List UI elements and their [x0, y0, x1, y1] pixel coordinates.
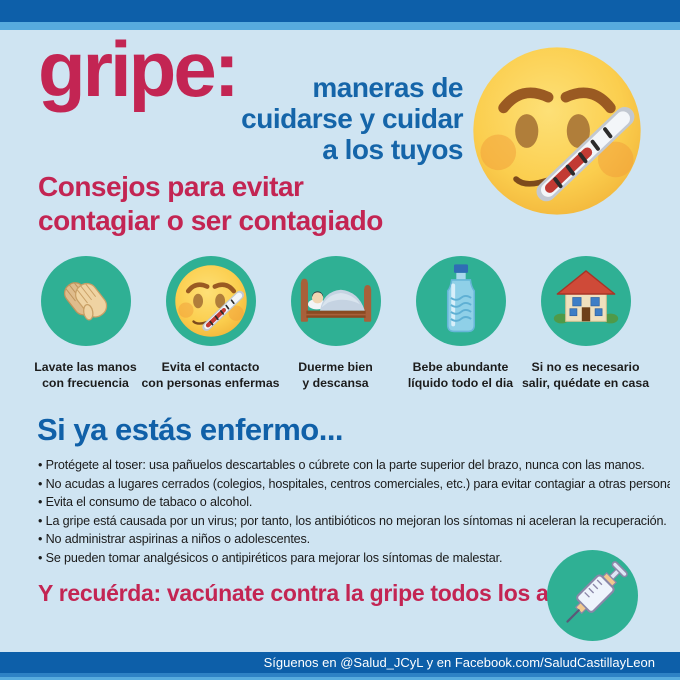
face-with-thermometer-emoji	[468, 42, 646, 220]
footer-strip	[0, 677, 680, 680]
poster-title: gripe:	[38, 25, 240, 113]
tip-caption-line: Bebe abundante	[412, 360, 509, 374]
tip-avoid-contact: Evita el contacto con personas enfermas	[141, 256, 280, 391]
tip-circle	[415, 256, 506, 346]
poster-subtitle: maneras de cuidarse y cuidar a los tuyos	[140, 72, 463, 165]
advice-bullet-list: Protégete al toser: usa pañuelos descart…	[38, 456, 670, 567]
person-in-bed-icon	[296, 261, 376, 341]
tip-caption-line: salir, quédate en casa	[521, 375, 650, 390]
tagline-line: contagiar o ser contagiado	[38, 205, 383, 236]
tip-caption-line: y descansa	[302, 375, 369, 390]
tagline-line: Consejos para evitar	[38, 171, 304, 202]
tip-sleep-rest: Duerme bien y descansa	[273, 256, 398, 391]
footer-social-bar: Síguenos en @Salud_JCyL y en Facebook.co…	[0, 652, 680, 673]
tip-circle	[290, 256, 381, 346]
tip-caption-line: Lavate las manos	[34, 360, 137, 374]
tip-caption: Duerme bien y descansa	[298, 360, 372, 391]
tip-caption-line: líquido todo el dia	[407, 375, 514, 390]
bullet-item: No acudas a lugares cerrados (colegios, …	[38, 475, 670, 494]
footer-strip	[0, 673, 680, 677]
vaccine-reminder-text: Y recuérda: vacúnate contra la gripe tod…	[38, 580, 589, 606]
footer-social-text: Síguenos en @Salud_JCyL y en Facebook.co…	[263, 655, 655, 670]
tip-caption: Bebe abundante líquido todo el dia	[408, 360, 513, 391]
tips-row: Lavate las manos con frecuencia Evita el…	[23, 256, 649, 391]
bullet-item: No administrar aspirinas a niños o adole…	[38, 530, 670, 549]
subtitle-line: a los tuyos	[322, 134, 463, 165]
bullet-item: La gripe está causada por un virus; por …	[38, 512, 670, 531]
bullet-item: Protégete al toser: usa pañuelos descart…	[38, 456, 670, 475]
tip-caption-line: con frecuencia	[42, 375, 129, 390]
sick-section-heading: Si ya estás enfermo...	[37, 412, 344, 447]
water-bottle-icon	[422, 262, 500, 340]
syringe-circle	[547, 550, 638, 641]
tip-caption-line: Evita el contacto	[161, 360, 260, 374]
top-bar	[0, 0, 680, 22]
top-strip	[0, 22, 680, 30]
clapping-hands-icon	[54, 269, 118, 333]
syringe-icon	[551, 554, 635, 638]
sick-face-icon	[173, 263, 249, 339]
poster-tagline: Consejos para evitar contagiar o ser con…	[38, 170, 383, 238]
tip-wash-hands: Lavate las manos con frecuencia	[23, 256, 148, 391]
tip-drink-liquid: Bebe abundante líquido todo el dia	[398, 256, 523, 391]
tip-circle	[40, 256, 131, 346]
subtitle-line: cuidarse y cuidar	[241, 103, 463, 134]
house-icon	[551, 266, 621, 336]
tip-caption: Si no es necesario salir, quédate en cas…	[522, 360, 649, 391]
tip-stay-home: Si no es necesario salir, quédate en cas…	[522, 256, 649, 391]
tip-caption-line: Duerme bien	[298, 360, 373, 374]
bullet-item: Se pueden tomar analgésicos o antipiréti…	[38, 549, 670, 568]
subtitle-line: maneras de	[312, 72, 463, 103]
tip-caption-line: con personas enfermas	[141, 375, 280, 390]
tip-circle	[540, 256, 631, 346]
tip-caption: Evita el contacto con personas enfermas	[141, 360, 279, 391]
tip-caption: Lavate las manos con frecuencia	[34, 360, 137, 391]
tip-caption-line: Si no es necesario	[531, 360, 640, 374]
tip-circle	[165, 256, 256, 346]
bullet-item: Evita el consumo de tabaco o alcohol.	[38, 493, 670, 512]
